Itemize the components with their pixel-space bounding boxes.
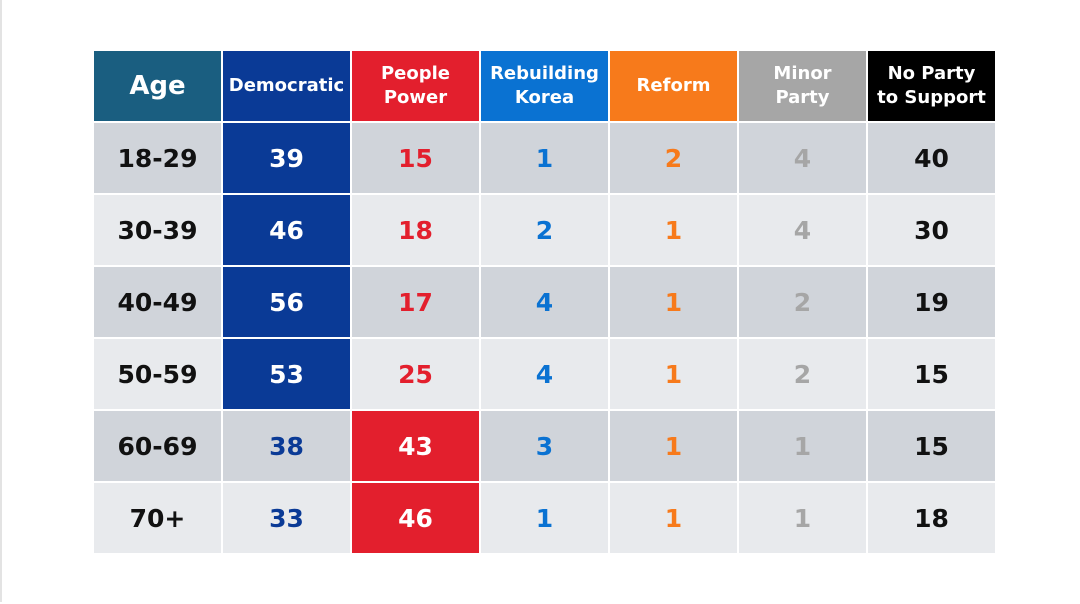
table-cell: 38 — [223, 411, 350, 481]
table-cell: 1 — [610, 195, 737, 265]
table-cell: 15 — [352, 123, 479, 193]
table-cell: 53 — [223, 339, 350, 409]
table-cell: 1 — [610, 267, 737, 337]
table-cell: 1 — [739, 411, 866, 481]
table-cell: 39 — [223, 123, 350, 193]
table-cell: 2 — [610, 123, 737, 193]
table-cell: 30 — [868, 195, 995, 265]
table-cell: 43 — [352, 411, 479, 481]
table-cell: 15 — [868, 339, 995, 409]
table-cell: 1 — [481, 483, 608, 553]
row-label: 50-59 — [94, 339, 221, 409]
row-label: 60-69 — [94, 411, 221, 481]
table-cell: 2 — [739, 267, 866, 337]
table-cell: 15 — [868, 411, 995, 481]
table-cell: 4 — [739, 123, 866, 193]
table-cell: 3 — [481, 411, 608, 481]
table-cell: 1 — [610, 411, 737, 481]
column-header: Age — [94, 51, 221, 121]
column-header: No Party to Support — [868, 51, 995, 121]
table-cell: 46 — [223, 195, 350, 265]
table-cell: 19 — [868, 267, 995, 337]
table-cell: 25 — [352, 339, 479, 409]
table-cell: 4 — [481, 267, 608, 337]
column-header: Rebuilding Korea — [481, 51, 608, 121]
table-cell: 4 — [739, 195, 866, 265]
column-header: Reform — [610, 51, 737, 121]
row-label: 70+ — [94, 483, 221, 553]
row-label: 40-49 — [94, 267, 221, 337]
table-cell: 18 — [868, 483, 995, 553]
table-cell: 56 — [223, 267, 350, 337]
row-label: 30-39 — [94, 195, 221, 265]
table-cell: 46 — [352, 483, 479, 553]
row-label: 18-29 — [94, 123, 221, 193]
table-cell: 1 — [481, 123, 608, 193]
table-cell: 2 — [481, 195, 608, 265]
column-header: People Power — [352, 51, 479, 121]
table-cell: 33 — [223, 483, 350, 553]
table-cell: 1 — [739, 483, 866, 553]
table-cell: 40 — [868, 123, 995, 193]
column-header: Minor Party — [739, 51, 866, 121]
table-cell: 17 — [352, 267, 479, 337]
table-cell: 18 — [352, 195, 479, 265]
table-cell: 2 — [739, 339, 866, 409]
table-cell: 1 — [610, 483, 737, 553]
table-cell: 1 — [610, 339, 737, 409]
table-cell: 4 — [481, 339, 608, 409]
column-header: Democratic — [223, 51, 350, 121]
